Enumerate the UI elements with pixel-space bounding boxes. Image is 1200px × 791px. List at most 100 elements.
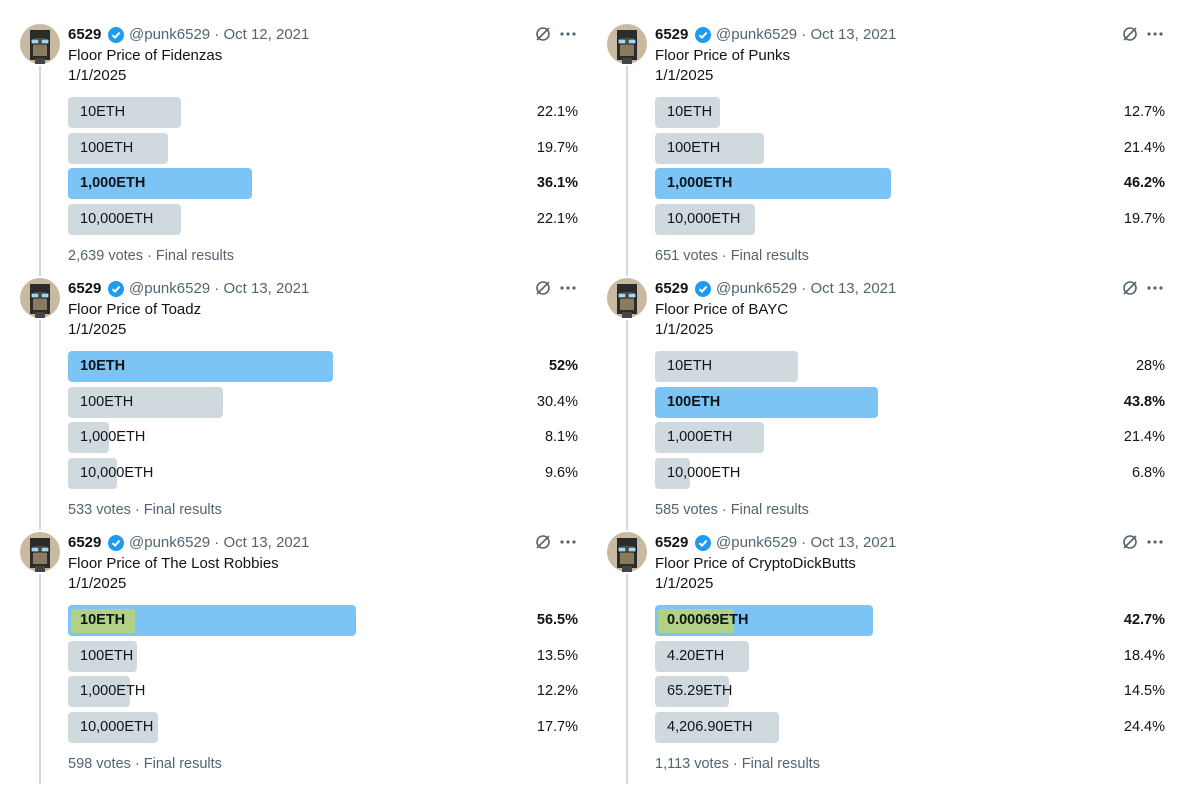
poll-bar <box>68 457 117 489</box>
tweet-actions <box>536 281 576 295</box>
avatar <box>20 24 60 64</box>
author-name: 6529 <box>655 26 689 43</box>
poll-bar <box>655 351 798 382</box>
poll-option: 1,000ETH <box>80 175 146 191</box>
poll-option: 4.20ETH <box>667 647 725 664</box>
tweet-text: 1/1/2025 <box>68 321 127 338</box>
verified-badge <box>108 281 124 297</box>
poll-bar <box>655 386 879 418</box>
thread-line <box>39 66 41 276</box>
poll-option: 10,000ETH <box>80 210 154 227</box>
poll-bar <box>655 132 765 164</box>
poll-bar <box>655 97 720 128</box>
poll-bar <box>68 132 169 164</box>
poll-option: 10ETH <box>80 612 126 628</box>
handle-date: @punk6529 · Oct 13, 2021 <box>716 280 897 297</box>
avatar <box>20 532 60 572</box>
poll-percent: 17.7% <box>536 718 578 735</box>
tweet-text: Floor Price of Fidenzas <box>68 47 223 64</box>
poll-footer: 585 votes · Final results <box>655 502 809 518</box>
poll-percent: 56.5% <box>536 612 578 628</box>
poll-bar <box>655 422 765 453</box>
poll-percent: 19.7% <box>536 139 578 156</box>
tweet-actions <box>536 27 576 41</box>
poll-bar <box>655 457 690 489</box>
handle-date: @punk6529 · Oct 13, 2021 <box>716 26 897 43</box>
verified-badge <box>108 535 124 551</box>
poll-bar <box>655 711 780 743</box>
tweet-text: Floor Price of BAYC <box>655 301 789 318</box>
poll-percent: 8.1% <box>544 429 578 445</box>
poll-option: 1,000ETH <box>667 429 733 445</box>
thread-line <box>626 574 628 784</box>
poll-percent: 43.8% <box>1123 393 1165 410</box>
poll-footer: 598 votes · Final results <box>68 756 222 772</box>
poll-option: 100ETH <box>667 139 721 156</box>
poll-bar <box>655 640 749 672</box>
poll-option: 65.29ETH <box>667 683 733 699</box>
poll-percent: 22.1% <box>536 104 578 120</box>
tweet-actions <box>1123 281 1163 295</box>
poll-bar <box>68 422 110 453</box>
poll-option: 10ETH <box>667 358 713 374</box>
poll-footer: 533 votes · Final results <box>68 502 222 518</box>
poll-percent: 42.7% <box>1123 612 1165 628</box>
tweet-text: 1/1/2025 <box>655 67 714 84</box>
poll-option: 100ETH <box>80 393 134 410</box>
tweet-text: Floor Price of The Lost Robbies <box>68 555 279 572</box>
poll-option: 100ETH <box>80 647 134 664</box>
thread-line <box>39 574 41 784</box>
tweet-text: 1/1/2025 <box>68 575 127 592</box>
poll-bar <box>68 640 137 672</box>
verified-badge <box>695 535 711 551</box>
poll-percent: 19.7% <box>1123 210 1165 227</box>
poll-percent: 36.1% <box>536 175 578 191</box>
poll-bar <box>68 203 181 235</box>
poll-percent: 21.4% <box>1123 139 1165 156</box>
avatar <box>20 278 60 318</box>
author-name: 6529 <box>68 280 102 297</box>
thread-line <box>626 320 628 530</box>
poll-bar <box>655 203 756 235</box>
poll-percent: 12.7% <box>1123 104 1165 120</box>
verified-badge <box>695 27 711 43</box>
tweet-text: Floor Price of CryptoDickButts <box>655 555 856 572</box>
poll-footer: 2,639 votes · Final results <box>68 248 235 264</box>
poll-percent: 18.4% <box>1123 647 1165 664</box>
poll-option: 10ETH <box>80 358 126 374</box>
poll-option: 10,000ETH <box>80 718 154 735</box>
handle-date: @punk6529 · Oct 13, 2021 <box>716 534 897 551</box>
handle-date: @punk6529 · Oct 12, 2021 <box>129 26 310 43</box>
poll-option: 4,206.90ETH <box>667 718 753 735</box>
highlight <box>71 609 135 633</box>
poll-bar <box>68 386 224 418</box>
poll-percent: 14.5% <box>1123 683 1165 699</box>
poll-percent: 9.6% <box>544 464 578 481</box>
poll-percent: 30.4% <box>536 393 578 410</box>
author-name: 6529 <box>655 534 689 551</box>
tweet-text: 1/1/2025 <box>655 321 714 338</box>
poll-percent: 22.1% <box>536 210 578 227</box>
poll-option: 10,000ETH <box>667 464 741 481</box>
poll-percent: 21.4% <box>1123 429 1165 445</box>
tweet-actions <box>1123 27 1163 41</box>
poll-option: 100ETH <box>667 393 721 410</box>
poll-option: 1,000ETH <box>80 683 146 699</box>
poll-option: 1,000ETH <box>667 175 733 191</box>
verified-badge <box>695 281 711 297</box>
avatar <box>607 278 647 318</box>
poll-percent: 28% <box>1135 358 1165 374</box>
poll-option: 0.00069ETH <box>667 612 749 628</box>
tweet-text: Floor Price of Toadz <box>68 301 202 318</box>
poll-bar <box>68 97 181 128</box>
thread-line <box>39 320 41 530</box>
tweet-text: Floor Price of Punks <box>655 47 791 64</box>
poll-percent: 13.5% <box>536 647 578 664</box>
tweet-text: 1/1/2025 <box>655 575 714 592</box>
author-name: 6529 <box>68 26 102 43</box>
author-name: 6529 <box>655 280 689 297</box>
poll-percent: 6.8% <box>1131 464 1165 481</box>
highlight <box>658 609 734 633</box>
poll-bar <box>655 168 891 199</box>
poll-percent: 52% <box>548 358 578 374</box>
